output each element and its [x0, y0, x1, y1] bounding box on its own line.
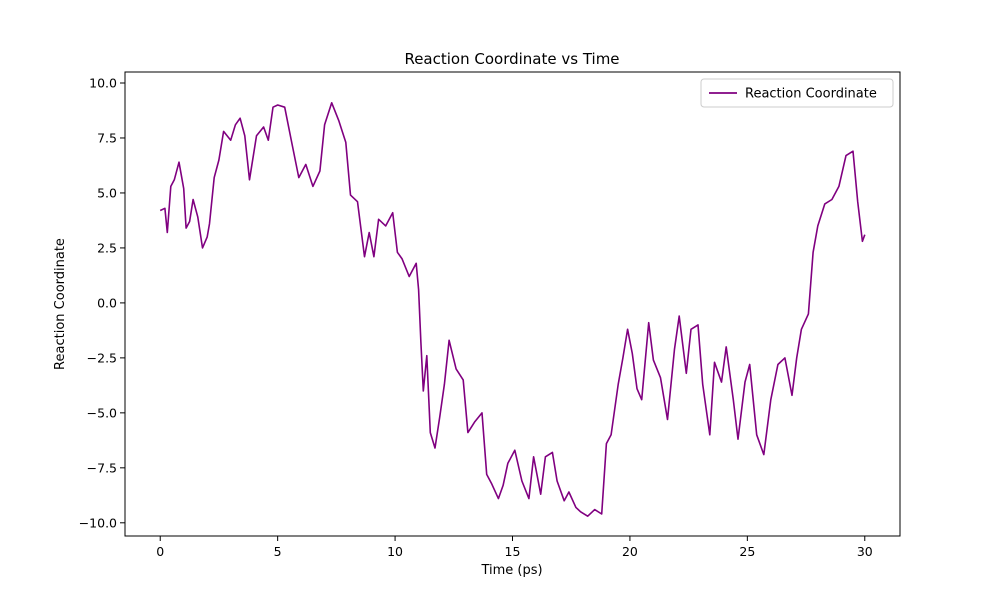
x-tick-label: 20 [622, 544, 638, 559]
y-tick-label: −2.5 [87, 350, 117, 365]
legend-label: Reaction Coordinate [745, 87, 877, 102]
plot-frame [124, 71, 901, 537]
legend: Reaction Coordinate [700, 78, 894, 108]
y-tick-label: 2.5 [97, 240, 117, 255]
y-tick-label: 0.0 [97, 295, 117, 310]
y-tick-label: −5.0 [87, 405, 117, 420]
y-axis-title: Reaction Coordinate [53, 238, 68, 370]
x-axis-title: Time (ps) [480, 563, 542, 578]
x-tick-label: 25 [739, 544, 755, 559]
legend-box [700, 78, 894, 108]
x-tick-label: 10 [387, 544, 403, 559]
y-tick-label: 10.0 [89, 75, 117, 90]
y-tick-label: 5.0 [97, 185, 117, 200]
y-tick-label: −7.5 [87, 460, 117, 475]
y-tick-label: −10.0 [79, 515, 117, 530]
chart-title: Reaction Coordinate vs Time [404, 50, 619, 68]
x-tick-label: 0 [156, 544, 164, 559]
y-tick-label: 7.5 [97, 130, 117, 145]
x-tick-label: 15 [505, 544, 521, 559]
y-axis: −10.0 −7.5 −5.0 −2.5 0.0 2.5 5.0 7.5 10.0 [79, 75, 125, 530]
x-tick-label: 30 [857, 544, 873, 559]
x-axis: 0 5 10 15 20 25 30 [156, 536, 873, 559]
plot-area [124, 71, 901, 537]
series-line-0 [159, 102, 866, 518]
x-tick-label: 5 [274, 544, 282, 559]
